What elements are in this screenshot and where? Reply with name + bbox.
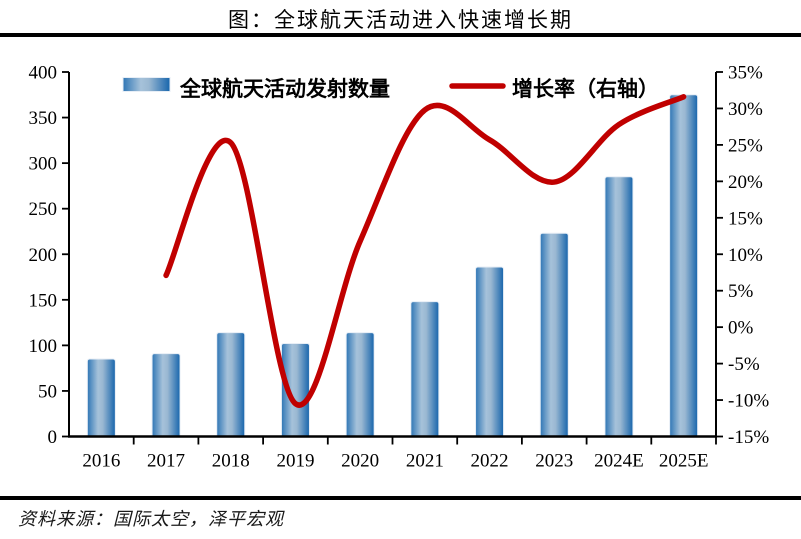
- growth-line: [163, 94, 687, 408]
- x-tick-label: 2021: [406, 451, 444, 472]
- chart-title: 图：全球航天活动进入快速增长期: [228, 8, 573, 32]
- growth-line-series: [163, 94, 687, 408]
- x-tick-label: 2020: [341, 451, 379, 472]
- x-tick-label: 2024E: [594, 451, 644, 472]
- top-rule: [0, 33, 801, 37]
- y-right-tick-label: 0%: [728, 318, 754, 339]
- bottom-rule: [0, 496, 801, 500]
- legend: 全球航天活动发射数量 增长率（右轴）: [122, 77, 659, 101]
- y-right-tick-label: -5%: [728, 354, 760, 375]
- bar-series: [86, 94, 699, 437]
- y-left-tick-label: 300: [29, 154, 58, 175]
- legend-bar-label: 全球航天活动发射数量: [179, 77, 390, 101]
- chart-canvas: 0 50 100 150 200 250 300 350 400 -15% -10% -5% 0% 5% 1…: [29, 63, 770, 472]
- legend-line-label: 增长率（右轴）: [512, 77, 659, 101]
- bar-2021: [410, 301, 440, 437]
- y-left-tick-label: 200: [29, 245, 58, 266]
- y-left-tick-label: 400: [29, 63, 58, 84]
- legend-bar-swatch: [122, 77, 171, 92]
- y-right-tick-label: 15%: [728, 208, 763, 229]
- y-left-tick-label: 250: [29, 199, 58, 220]
- y-right-tick-label: 10%: [728, 245, 763, 266]
- x-tick-label: 2018: [212, 451, 250, 472]
- y-right-tick-label: 5%: [728, 281, 754, 302]
- y-right-tick-label: 30%: [728, 99, 763, 120]
- bar-2025E: [669, 94, 699, 437]
- x-tick-label: 2019: [276, 451, 314, 472]
- x-tick-label: 2023: [535, 451, 573, 472]
- y-right-tick-label: 35%: [728, 63, 763, 84]
- bar-2024E: [604, 176, 634, 437]
- bar-2018: [216, 332, 246, 437]
- x-tick-label: 2022: [471, 451, 509, 472]
- y-left-tick-label: 0: [48, 427, 58, 448]
- x-tick-label: 2025E: [659, 451, 709, 472]
- axes: 0 50 100 150 200 250 300 350 400 -15% -10% -5% 0% 5% 1…: [29, 63, 770, 472]
- source-note: 资料来源：国际太空，泽平宏观: [18, 509, 284, 529]
- y-left-tick-label: 350: [29, 108, 58, 129]
- y-left-tick-label: 50: [38, 381, 57, 402]
- y-left-tick-label: 150: [29, 290, 58, 311]
- bar-2019: [280, 343, 310, 437]
- y-right-tick-label: -10%: [728, 391, 769, 412]
- bar-2017: [151, 353, 181, 437]
- bar-2023: [539, 232, 569, 437]
- y-right-tick-label: 25%: [728, 135, 763, 156]
- bar-2020: [345, 332, 375, 437]
- y-right-tick-label: -15%: [728, 427, 769, 448]
- y-left-tick-label: 100: [29, 336, 58, 357]
- bar-2022: [475, 266, 505, 437]
- y-right-tick-label: 20%: [728, 172, 763, 193]
- x-tick-label: 2017: [147, 451, 185, 472]
- bar-2016: [86, 358, 116, 437]
- x-tick-label: 2016: [82, 451, 120, 472]
